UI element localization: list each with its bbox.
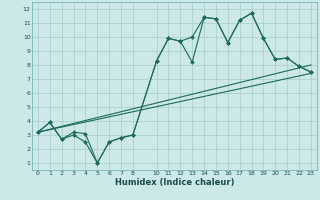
X-axis label: Humidex (Indice chaleur): Humidex (Indice chaleur) [115,178,234,187]
